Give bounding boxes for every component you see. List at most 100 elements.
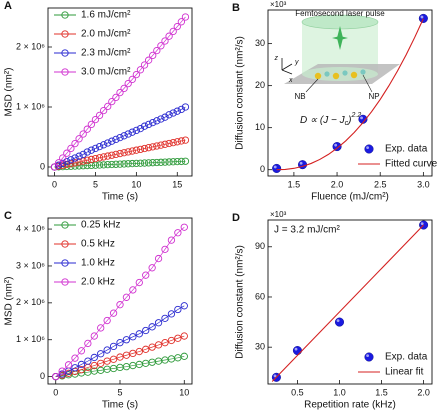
y-tick-label: 0 (40, 371, 45, 381)
data-point (87, 146, 96, 154)
data-point (180, 223, 188, 231)
data-point (129, 286, 137, 294)
data-point (87, 120, 96, 129)
panel-label: B (232, 2, 240, 14)
legend-marker (61, 11, 69, 19)
data-point (128, 128, 136, 136)
data-point (129, 333, 137, 341)
data-point (128, 75, 136, 84)
y-tick-label: 10 (255, 122, 265, 132)
data-point (108, 151, 116, 159)
data-point (149, 159, 157, 167)
formula-sub: c (345, 120, 349, 127)
data-point (59, 159, 67, 168)
data-point (109, 309, 118, 317)
legend-marker (61, 278, 69, 286)
data-point (167, 336, 176, 345)
data-point (124, 79, 132, 88)
x-tick-label: 1.0 (333, 387, 346, 397)
data-point (128, 147, 136, 155)
data-point (128, 159, 136, 168)
x-tick-label: 10 (179, 387, 189, 397)
data-point (116, 149, 124, 158)
point-highlight (299, 161, 303, 165)
data-point (177, 157, 186, 166)
x-tick-label: 10 (131, 179, 141, 189)
data-point (173, 157, 181, 166)
panel-label: A (4, 0, 12, 12)
x-axis-label: Time (s) (102, 192, 138, 203)
data-point (169, 27, 177, 36)
data-point (104, 161, 112, 169)
legend-label: 2.0 kHz (81, 277, 115, 288)
inset-label: NP (368, 92, 379, 101)
data-point (109, 355, 118, 363)
data-point (120, 132, 128, 140)
pointer (362, 74, 373, 93)
data-point (122, 336, 131, 344)
formula: D ∝ (J − Jc)2.2 (300, 112, 361, 127)
data-point (50, 163, 59, 171)
formula-part: D ∝ (J − J (300, 115, 346, 126)
data-point (180, 332, 188, 340)
particle (350, 71, 358, 79)
data-point (97, 350, 105, 358)
y-tick-label: 2 × 10⁶ (16, 41, 45, 51)
y-tick-label: 2 × 10⁶ (16, 297, 45, 307)
legend-label: Exp. data (385, 352, 428, 363)
data-point (157, 141, 165, 149)
x-tick-label: 0 (53, 387, 58, 397)
data-point (177, 18, 186, 26)
data-point (87, 161, 96, 170)
data-point (142, 326, 150, 335)
particle (324, 71, 330, 77)
legend-label: 2.3 mJ/cm² (81, 48, 131, 59)
data-point (87, 155, 96, 164)
data-point (173, 138, 181, 146)
legend-marker (61, 30, 69, 38)
data-point (181, 103, 190, 111)
data-point (144, 159, 153, 167)
data-point (108, 137, 116, 145)
data-point (153, 158, 161, 167)
data-point (59, 161, 67, 169)
legend-marker (364, 144, 374, 154)
data-point (180, 352, 188, 360)
y-tick-label: 4 × 10⁶ (16, 223, 45, 233)
data-point (64, 361, 73, 369)
data-point (71, 139, 79, 148)
data-point (120, 160, 128, 168)
panel-label: D (232, 212, 240, 224)
x-tick-label: 2.5 (374, 179, 387, 189)
data-point (91, 154, 100, 163)
legend-label: Linear fit (385, 367, 424, 378)
data-point (116, 353, 124, 361)
data-point (177, 137, 186, 145)
particle (342, 70, 348, 76)
point-highlight (360, 116, 363, 120)
data-point (79, 150, 87, 159)
data-point (148, 343, 156, 351)
data-point (99, 141, 108, 149)
data-point (120, 149, 128, 157)
y-tick-label: 60 (255, 291, 265, 301)
inset-axis: y (294, 59, 299, 66)
beam-bottom (302, 67, 378, 81)
x-axis-label: Repetition rate (kHz) (304, 400, 396, 411)
data-point (298, 160, 308, 170)
particle (332, 72, 340, 80)
data-point (83, 125, 91, 133)
data-point (132, 126, 141, 135)
plot-frame (267, 9, 433, 177)
y-tick-label: 0 (40, 161, 45, 171)
legend-label: 0.25 kHz (81, 220, 120, 231)
data-point (91, 144, 100, 153)
data-point (140, 61, 149, 69)
data-point (91, 115, 100, 124)
data-point (83, 148, 91, 156)
data-point (77, 365, 86, 374)
data-point (59, 154, 67, 162)
data-point (167, 310, 176, 318)
data-point (95, 161, 104, 169)
data-point (75, 158, 83, 166)
